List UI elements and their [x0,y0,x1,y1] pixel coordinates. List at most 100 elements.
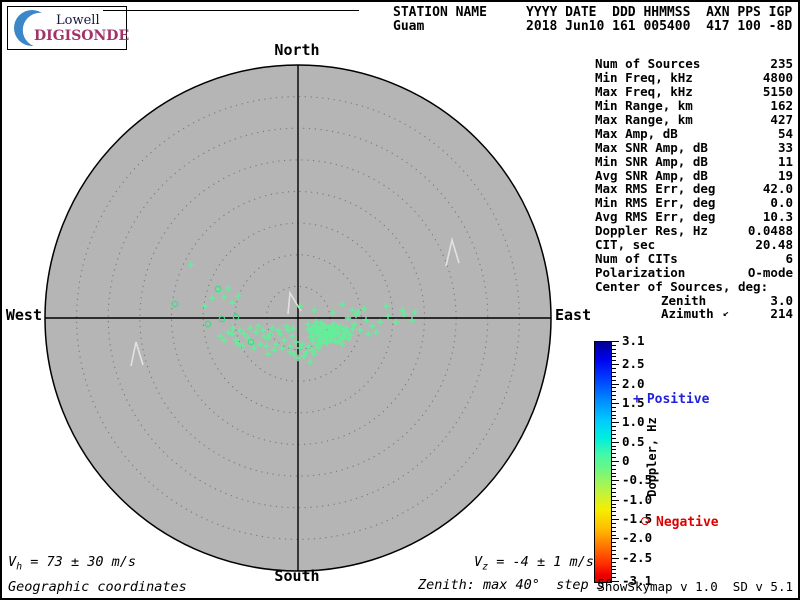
colorbar-minor-tick [612,565,616,567]
stats-label: Polarization [595,264,686,280]
zenith-scale-note: Zenith: max 40° step 5° [418,577,614,593]
colorbar-major-tick [612,519,619,521]
colorbar-tick-label: -0.5 [622,472,653,488]
colorbar-major-tick [612,461,619,462]
stats-row: Max Range, km 427 [595,112,793,127]
stats-value: 42.0 [762,181,793,197]
colorbar-minor-tick [612,344,616,346]
colorbar-tick-label: -3.1 [622,573,653,588]
colorbar-tick-label: -1.0 [622,491,653,507]
stats-value: 6 [785,250,793,266]
stats-value: 33 [777,139,793,155]
stats-value: 10.3 [762,209,793,225]
colorbar-minor-tick [612,348,616,350]
drift-arrow [130,341,144,367]
colorbar-minor-tick [612,371,616,373]
horizontal-velocity-readout: Vh = 73 ± 30 m/s [8,554,136,573]
stats-row: Num of Sources 235 [595,56,793,71]
colorbar-major-tick [612,499,619,501]
colorbar-minor-tick [612,472,616,474]
colorbar-major-tick [612,480,619,482]
colorbar-tick-label: -2.0 [622,530,653,546]
stats-label: Max Amp, dB [595,125,678,141]
stats-label: Max Freq, kHz [595,84,693,100]
colorbar-minor-tick [612,457,616,459]
colorbar-tick-label: 2.5 [622,356,645,372]
colorbar-tick-label: 2.0 [622,375,645,391]
colorbar-minor-tick [612,511,616,513]
drift-arrow [445,236,460,267]
legend-negative: Negative [641,515,719,530]
colorbar-minor-tick [612,360,616,362]
stats-row: Min RMS Err, deg 0.0 [595,195,793,211]
stats-row: Max SNR Amp, dB 33 [595,139,793,155]
colorbar-minor-tick [612,453,616,455]
colorbar-minor-tick [612,495,616,497]
stats-row: Azimuth ↙ 214 [595,306,793,321]
colorbar-minor-tick [612,550,616,552]
lowell-digisonde-logo: Lowell DIGISONDE [7,6,129,50]
colorbar-minor-tick [612,399,616,401]
colorbar-minor-tick [612,352,616,354]
colorbar-minor-tick [612,375,616,377]
colorbar-minor-tick [612,468,616,470]
stats-label: Doppler Res, Hz [595,223,708,239]
stats-row: Zenith 3.0 [595,292,793,308]
compass-label-south: South [274,567,320,585]
stats-value: 20.48 [755,237,793,253]
stats-value: 0.0 [770,195,793,211]
colorbar-minor-tick [612,561,616,563]
stats-label: Zenith [661,292,707,308]
stats-value: 3.0 [770,292,793,308]
colorbar-minor-tick [612,515,616,517]
colorbar-minor-tick [612,464,616,466]
colorbar-major-tick [612,581,619,582]
drift-arrow [287,290,302,315]
colorbar-major-tick [612,557,619,559]
compass-label-north: North [274,41,320,59]
stats-label: Min Range, km [595,98,693,114]
stats-value: 19 [777,167,793,183]
stats-row: Max Freq, kHz 5150 [595,84,793,100]
legend-positive-label: Positive [646,392,710,407]
colorbar-minor-tick [612,433,616,435]
software-version: ShowSkymap v 1.0 SD v 5.1 [597,579,793,594]
colorbar-minor-tick [612,569,616,571]
station-header: STATION NAME YYYY DATE DDD HHMMSS AXN PP… [393,6,792,33]
circle-marker-icon [641,517,649,525]
stats-label: Avg RMS Err, deg [595,209,716,225]
stats-value: 162 [770,98,793,114]
stats-label: Min SNR Amp, dB [595,153,708,169]
stats-label: Max SNR Amp, dB [595,139,708,155]
colorbar-minor-tick [612,534,616,536]
stats-row: Avg RMS Err, deg 10.3 [595,209,793,225]
colorbar-minor-tick [612,491,616,493]
plus-marker-icon: + [633,392,641,407]
colorbar-minor-tick [612,449,616,451]
stats-row: Max RMS Err, deg 42.0 [595,181,793,197]
colorbar-minor-tick [612,577,616,579]
colorbar-axis-label: Doppler, Hz [645,417,659,497]
colorbar-minor-tick [612,387,616,389]
colorbar-major-tick [612,364,619,366]
colorbar-minor-tick [612,526,616,528]
stats-row: CIT, sec 20.48 [595,237,793,253]
legend-negative-label: Negative [656,515,719,530]
station-header-columns: STATION NAME YYYY DATE DDD HHMMSS AXN PP… [393,5,793,20]
stats-label: Avg SNR Amp, dB [595,167,708,183]
stats-value: 54 [777,125,793,141]
colorbar-minor-tick [612,391,616,393]
stats-row: Polarization O-mode [595,264,793,280]
azimuth-direction-icon: ↙ [721,308,730,320]
stats-label: Num of CITs [595,250,678,266]
colorbar-minor-tick [612,368,616,370]
stats-label: Min Freq, kHz [595,70,693,86]
colorbar-major-tick [612,441,619,443]
stats-row: Min SNR Amp, dB 11 [595,153,793,169]
stats-label: Min RMS Err, deg [595,195,716,211]
stats-row: Max Amp, dB 54 [595,125,793,141]
legend-positive: + Positive [633,392,709,407]
doppler-colorbar [594,341,612,583]
